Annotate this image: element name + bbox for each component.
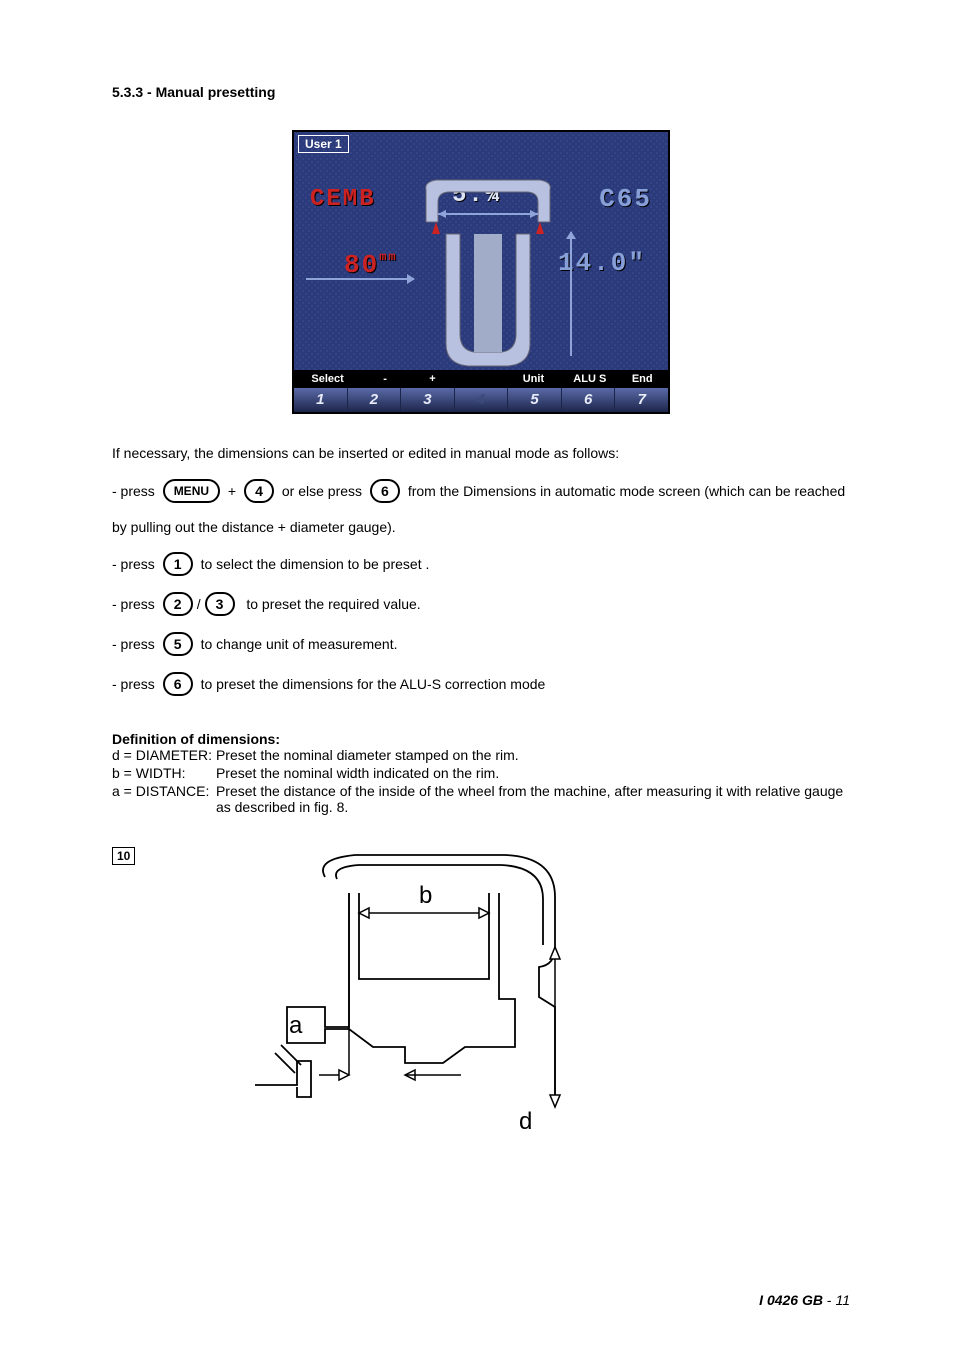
softkey-number: 2 — [348, 388, 402, 412]
label-d: d — [519, 1108, 532, 1135]
definition-key: a = DISTANCE: — [112, 783, 216, 817]
definition-value: Preset the nominal diameter stamped on t… — [216, 747, 850, 765]
button-6-icon: 6 — [370, 479, 400, 503]
model-text: C65 — [599, 184, 652, 214]
softkey-number: 6 — [562, 388, 616, 412]
button-3-icon: 3 — [205, 592, 235, 616]
softkey-label: + — [409, 373, 456, 385]
step-1: - press MENU + 4 or else press 6 from th… — [112, 478, 850, 504]
definition-key: b = WIDTH: — [112, 765, 216, 783]
distance-value: 80mm — [344, 250, 398, 280]
page-footer: I 0426 GB - 11 — [759, 1292, 850, 1308]
menu-button-icon: MENU — [163, 479, 220, 503]
label-b: b — [419, 882, 432, 909]
definition-key: d = DIAMETER: — [112, 747, 216, 765]
button-2-icon: 2 — [163, 592, 193, 616]
definition-value: Preset the nominal width indicated on th… — [216, 765, 850, 783]
brand-text: CEMB — [310, 186, 376, 213]
softkey-number: 4 — [455, 388, 509, 412]
softkey-label: Unit — [504, 373, 563, 385]
figure-10-diagram: b a d — [255, 847, 615, 1147]
definitions-heading: Definition of dimensions: — [112, 731, 850, 747]
softkey-number-row: 1234567 — [294, 388, 668, 412]
softkey-number: 5 — [508, 388, 562, 412]
step-4: - press 5 to change unit of measurement. — [112, 631, 850, 657]
softkey-label: Select — [294, 373, 361, 385]
machine-display: User 1 CEMB C65 5.¾ " 80mm 14.0" — [292, 130, 670, 414]
section-heading: 5.3.3 - Manual presetting — [112, 84, 850, 100]
step-5: - press 6 to preset the dimensions for t… — [112, 671, 850, 697]
step-1-cont: by pulling out the distance + diameter g… — [112, 518, 850, 538]
softkey-number: 7 — [615, 388, 668, 412]
softkey-number: 3 — [401, 388, 455, 412]
user-badge: User 1 — [298, 135, 349, 153]
step-3: - press 2 / 3 to preset the required val… — [112, 591, 850, 617]
button-1-icon: 1 — [163, 552, 193, 576]
button-6b-icon: 6 — [163, 672, 193, 696]
diameter-arrow-icon — [570, 232, 572, 356]
label-a: a — [289, 1012, 303, 1039]
wheel-cross-section-icon — [416, 174, 560, 370]
figure-number: 10 — [112, 847, 135, 865]
distance-arrow-icon — [306, 278, 414, 280]
definition-value: Preset the distance of the inside of the… — [216, 783, 850, 817]
softkey-label: ALU S — [563, 373, 616, 385]
definitions-table: d = DIAMETER:Preset the nominal diameter… — [112, 747, 850, 817]
softkey-label-row: Select-+ UnitALU SEnd — [294, 370, 668, 388]
softkey-label: - — [361, 373, 408, 385]
step-2: - press 1 to select the dimension to be … — [112, 551, 850, 577]
softkey-label: End — [617, 373, 668, 385]
button-5-icon: 5 — [163, 632, 193, 656]
intro-text: If necessary, the dimensions can be inse… — [112, 444, 850, 464]
softkey-number: 1 — [294, 388, 348, 412]
button-4-icon: 4 — [244, 479, 274, 503]
